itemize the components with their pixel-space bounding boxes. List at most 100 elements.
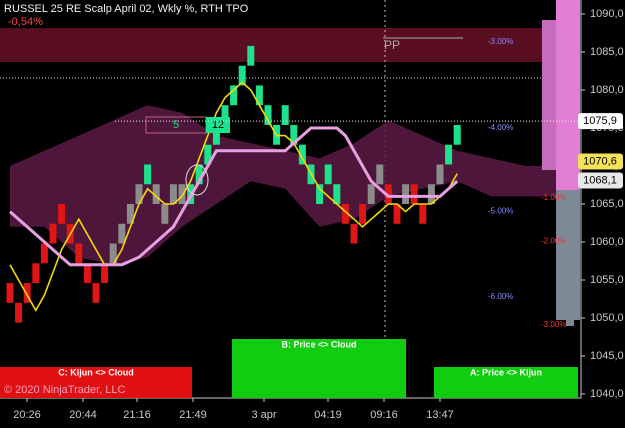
y-tick-label: 1090,0 (590, 8, 624, 20)
brick (152, 184, 160, 204)
brick (247, 45, 255, 66)
signal-label: C: Kijun <> Cloud (58, 367, 134, 377)
weekly-band (0, 28, 580, 62)
brick (316, 184, 324, 204)
brick (402, 184, 410, 204)
ma-line (9, 81, 458, 313)
x-tick-label: 13:47 (426, 409, 454, 421)
brick (255, 85, 263, 106)
brick (23, 283, 31, 303)
pivot-label: PP (384, 38, 400, 52)
brick (341, 204, 349, 224)
level-label: -1.00% (541, 193, 566, 202)
brick (410, 184, 418, 204)
y-tick-label: 1080,0 (590, 84, 624, 96)
brick (83, 263, 91, 284)
price-marker (578, 172, 623, 189)
signal-circle (185, 164, 209, 196)
brick (333, 184, 341, 204)
brick (40, 243, 48, 264)
price-marker-label: 1070,6 (583, 155, 617, 167)
y-tick-label: 1085,0 (590, 46, 624, 58)
cloud (10, 105, 561, 265)
y-tick-label: 1055,0 (590, 274, 624, 286)
profile-bar (556, 190, 580, 320)
brick (350, 223, 358, 244)
profile-bar (566, 320, 574, 326)
brick (230, 85, 238, 106)
ma-line (9, 126, 459, 267)
brick (75, 243, 83, 264)
brick (367, 184, 375, 204)
brick (281, 105, 289, 125)
x-tick-label: 20:26 (13, 409, 41, 421)
profile-bar (556, 0, 580, 190)
brick (436, 164, 444, 185)
brick (15, 302, 23, 323)
chart-title: RUSSEL 25 RE Scalp April 02, Wkly %, RTH… (4, 3, 249, 15)
signal-box (434, 367, 578, 398)
brick (195, 164, 203, 185)
brick (178, 184, 186, 204)
y-tick-label: 1065,0 (590, 198, 624, 210)
y-tick-label: 1050,0 (590, 312, 624, 324)
level-label: -4.00% (488, 123, 513, 132)
brick (393, 204, 401, 224)
brick (101, 263, 109, 284)
level-label: -5.00% (488, 207, 513, 216)
brick (109, 243, 117, 264)
y-tick-label: 1060,0 (590, 236, 624, 248)
brick (238, 65, 246, 86)
x-tick-label: 21:16 (123, 409, 151, 421)
x-tick-label: 04:19 (314, 409, 342, 421)
brick (221, 105, 229, 125)
copyright: © 2020 NinjaTrader, LLC (4, 384, 125, 396)
level-label: -2.00% (541, 236, 566, 245)
brick (204, 144, 212, 165)
brick (359, 204, 367, 224)
brick (264, 105, 272, 125)
brick (384, 184, 392, 204)
y-tick-label: 1040,0 (590, 388, 624, 400)
signal-label: B: Price <> Cloud (281, 339, 356, 349)
x-tick-label: 20:44 (69, 409, 97, 421)
level-label: -6.00% (488, 292, 513, 301)
signal-box (0, 367, 192, 398)
brick (324, 164, 332, 185)
price-marker (578, 153, 623, 170)
counter-right: 12 (212, 119, 224, 131)
profile-bar (542, 20, 556, 170)
brick (298, 144, 306, 165)
brick (161, 204, 169, 224)
signal-label: A: Price <> Kijun (470, 367, 542, 377)
brick (135, 184, 143, 204)
brick (290, 124, 298, 145)
level-label: -3.00% (488, 37, 513, 46)
x-tick-label: 09:16 (370, 409, 398, 421)
brick (419, 204, 427, 224)
brick (212, 124, 220, 145)
counter-left: 5 (173, 119, 179, 131)
brick (376, 164, 384, 185)
brick (92, 283, 100, 303)
volume-profile (542, 0, 580, 326)
change: -0,54% (8, 16, 43, 28)
brick (126, 204, 134, 224)
signal-box (232, 339, 406, 398)
price-marker (578, 113, 623, 130)
brick (445, 144, 453, 165)
level-label: -3.00% (541, 320, 566, 329)
brick (169, 184, 177, 204)
brick (118, 223, 126, 244)
x-tick-label: 3 apr (251, 409, 276, 421)
brick (6, 283, 14, 303)
brick (453, 124, 461, 145)
brick (427, 184, 435, 204)
price-marker-label: 1075,9 (583, 115, 617, 127)
y-tick-label: 1045,0 (590, 350, 624, 362)
x-tick-label: 21:49 (179, 409, 207, 421)
brick (32, 263, 40, 284)
brick (144, 164, 152, 185)
brick (58, 204, 66, 224)
